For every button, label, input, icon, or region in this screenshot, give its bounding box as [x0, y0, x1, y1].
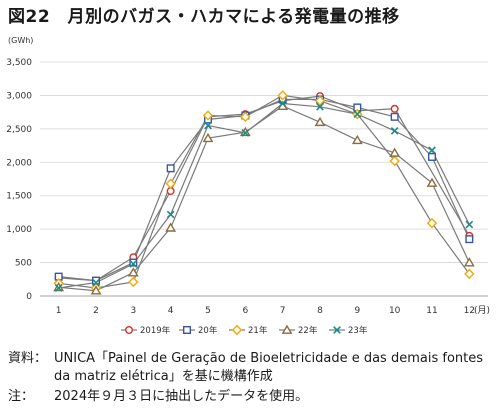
data-note: 注： 2024年９月３日に抽出したデータを使用。	[8, 388, 498, 406]
series-line	[58, 95, 470, 282]
x-tick-label: 5	[205, 306, 211, 316]
data-point	[202, 132, 214, 143]
chart-title: 図22 月別のバガス・ハカマによる発電量の推移	[8, 7, 400, 27]
data-point	[465, 220, 474, 229]
source-label: 資料：	[8, 351, 48, 366]
y-tick-label: 1,000	[6, 225, 32, 235]
figure-notes: 資料： UNICA「Painel de Geração de Bioeletri…	[8, 350, 498, 406]
data-point	[389, 155, 400, 167]
source-text: UNICA「Painel de Geração de Bioeletricida…	[54, 351, 483, 384]
legend-label: 22年	[298, 325, 318, 336]
y-tick-label: 500	[15, 259, 32, 269]
data-point	[426, 177, 438, 187]
x-tick-label: 3	[130, 306, 136, 316]
data-point	[204, 121, 212, 130]
data-point	[426, 217, 438, 229]
data-point	[428, 146, 436, 155]
legend-label: 2019年	[140, 325, 171, 336]
x-tick-label: 4	[168, 306, 174, 316]
x-tick-label: 2	[93, 306, 99, 316]
y-tick-label: 3,000	[6, 91, 32, 101]
data-point	[92, 278, 100, 287]
note-text: 2024年９月３日に抽出したデータを使用。	[54, 389, 309, 404]
y-tick-label: 2,000	[6, 158, 32, 168]
legend-marker	[333, 326, 341, 334]
x-axis-unit: (月)	[474, 305, 490, 316]
legend-marker	[124, 326, 133, 335]
data-point	[166, 210, 175, 219]
data-point	[463, 257, 475, 267]
source-note: 資料： UNICA「Painel de Geração de Bioeletri…	[8, 350, 498, 386]
legend-label: 23年	[348, 325, 368, 336]
x-tick-label: 10	[389, 306, 401, 316]
note-label: 注：	[8, 389, 35, 404]
legend-marker	[182, 326, 191, 335]
data-point	[165, 178, 176, 189]
data-point	[165, 222, 177, 232]
y-tick-label: 1,500	[6, 192, 32, 202]
y-axis-unit: (GWh)	[8, 36, 33, 45]
data-point	[277, 90, 288, 101]
series-line	[58, 102, 470, 289]
data-point	[428, 152, 437, 161]
data-point	[314, 95, 326, 106]
data-point	[90, 285, 102, 295]
x-tick-label: 7	[280, 306, 286, 316]
y-tick-label: 2,500	[6, 125, 32, 135]
data-point	[127, 267, 139, 277]
data-point	[390, 126, 399, 135]
x-tick-label: 12	[464, 306, 475, 316]
x-tick-label: 1	[56, 306, 62, 316]
data-point	[129, 258, 138, 267]
y-tick-label: 0	[26, 292, 32, 302]
data-point	[390, 104, 399, 113]
data-point	[129, 260, 138, 268]
data-point	[241, 129, 250, 137]
legend-label: 21年	[248, 325, 268, 336]
data-point	[128, 276, 139, 288]
legend-marker	[281, 324, 293, 334]
x-tick-label: 9	[354, 306, 360, 316]
data-point	[240, 111, 251, 123]
data-point	[314, 116, 326, 127]
x-tick-label: 8	[317, 306, 323, 316]
data-point	[166, 164, 175, 173]
data-point	[351, 134, 363, 145]
y-tick-label: 3,500	[6, 58, 32, 68]
data-point	[389, 147, 401, 157]
series-line	[58, 105, 470, 292]
data-point	[278, 99, 287, 108]
data-point	[390, 112, 399, 121]
x-tick-label: 6	[242, 306, 248, 316]
legend-marker	[231, 324, 243, 336]
legend-label: 20年	[198, 325, 218, 336]
data-point	[316, 102, 324, 111]
series-line	[58, 98, 470, 282]
data-point	[353, 110, 362, 119]
x-tick-label: 11	[426, 306, 437, 316]
data-point	[465, 235, 474, 244]
data-point	[464, 268, 475, 280]
line-chart: 0 500 1,000 1,500 2,000 2,500 3,000 3,500 (GWh) (…	[6, 36, 490, 336]
data-point	[202, 110, 214, 121]
series-line	[58, 94, 470, 289]
data-point	[54, 284, 63, 292]
